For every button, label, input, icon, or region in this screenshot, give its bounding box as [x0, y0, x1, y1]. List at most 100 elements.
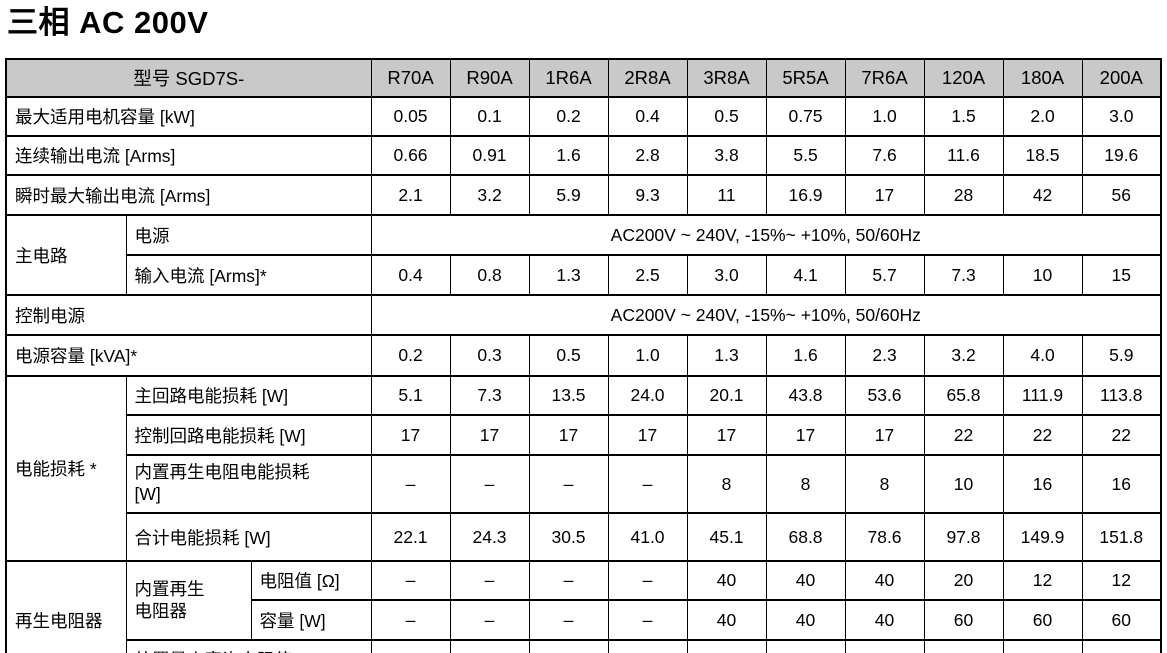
value-cell: – [607, 599, 688, 641]
value-cell: 0.5 [686, 96, 767, 137]
value-cell: 10 [923, 454, 1004, 514]
value-cell: 5.7 [844, 254, 925, 296]
value-cell: 68.8 [765, 512, 846, 562]
model-header-cell: 200A [1081, 58, 1162, 98]
model-header-cell: 180A [1002, 58, 1083, 98]
model-header-cell: 5R5A [765, 58, 846, 98]
value-cell: 3.2 [449, 174, 530, 216]
row-total-loss: 合计电能损耗 [W] 22.1 24.3 30.5 41.0 45.1 68.8 78.6 9… [6, 512, 1162, 562]
value-cell: 40 [844, 560, 925, 601]
value-cell: 17 [528, 414, 609, 456]
value-cell: 45.1 [686, 512, 767, 562]
value-cell: 40 [370, 639, 451, 653]
row-external-min-resistance: 外置最小容许电阻值 [Ω] 40404040404040201212 [6, 639, 1162, 653]
row-label-main-circuit-loss: 主回路电能损耗 [W] [125, 375, 372, 416]
value-cell: 2.8 [607, 135, 688, 176]
value-cell: 0.3 [449, 334, 530, 377]
value-cell: 1.0 [844, 96, 925, 137]
value-cell: 28 [923, 174, 1004, 216]
value-cell: 20 [923, 639, 1004, 653]
value-cell: 7.3 [449, 375, 530, 416]
value-cell: – [449, 454, 530, 514]
value-cell: 16.9 [765, 174, 846, 216]
row-label-resistance: 电阻值 [Ω] [250, 560, 372, 601]
value-cell: 40 [607, 639, 688, 653]
row-builtin-regen-loss: 内置再生电阻电能损耗 [W] – – – –8 8 8 10 16 16 [6, 454, 1162, 514]
value-cell: 20 [923, 560, 1004, 601]
value-cell: 22 [1002, 414, 1083, 456]
value-cell: 3.8 [686, 135, 767, 176]
value-cell: 40 [686, 560, 767, 601]
value-cell: 12 [1081, 639, 1162, 653]
value-cell: 60 [1002, 599, 1083, 641]
value-cell: 43.8 [765, 375, 846, 416]
row-regen-capacity: 容量 [W] – – – –40 40 40 60 60 60 [6, 599, 1162, 641]
value-cell: – [370, 454, 451, 514]
page-title: 三相 AC 200V [7, 5, 209, 40]
value-cell: 1.6 [528, 135, 609, 176]
value-cell: 17 [370, 414, 451, 456]
value-cell: – [528, 560, 609, 601]
value-cell: 22 [1081, 414, 1162, 456]
value-cell: – [607, 560, 688, 601]
value-cell: 60 [1081, 599, 1162, 641]
value-cell: 53.6 [844, 375, 925, 416]
value-cell: 3.2 [923, 334, 1004, 377]
row-label-total-loss: 合计电能损耗 [W] [125, 512, 372, 562]
value-cell: 5.5 [765, 135, 846, 176]
row-instant-max-current: 瞬时最大输出电流 [Arms] 2.1 3.2 5.9 9.3 11 16.9 17 28 42… [5, 174, 1162, 216]
value-cell: 149.9 [1002, 512, 1083, 562]
value-cell: 1.3 [686, 334, 767, 377]
value-cell: 24.3 [449, 512, 530, 562]
value-cell: 10 [1002, 254, 1083, 296]
value-cell: 30.5 [528, 512, 609, 562]
value-cell: 1.6 [765, 334, 846, 377]
value-cell: 40 [765, 560, 846, 601]
row-control-circuit-loss: 控制回路电能损耗 [W] 17 17 17 17 17 17 17 22 22 22 [6, 414, 1162, 456]
value-cell: – [370, 599, 451, 641]
value-cell: 40 [765, 639, 846, 653]
row-continuous-current: 连续输出电流 [Arms] 0.66 0.91 1.6 2.8 3.8 5.5 7.6 11.… [5, 135, 1162, 176]
row-label-power-capacity: 电源容量 [kVA]* [5, 334, 372, 377]
group-label-main-circuit: 主电路 [5, 214, 127, 296]
value-cell: 8 [686, 454, 767, 514]
row-label-regen-capacity: 容量 [W] [250, 599, 372, 641]
value-cell: 40 [686, 599, 767, 641]
group-label-regen-resistor: 再生电阻器 [5, 560, 127, 653]
value-cell: 3.0 [1081, 96, 1162, 137]
value-cell: 0.75 [765, 96, 846, 137]
value-cell: 0.1 [449, 96, 530, 137]
row-label-control-circuit-loss: 控制回路电能损耗 [W] [125, 414, 372, 456]
value-cell: – [528, 599, 609, 641]
power-supply-value: AC200V ~ 240V, -15%~ +10%, 50/60Hz [370, 214, 1162, 256]
value-cell: 3.0 [686, 254, 767, 296]
value-cell: 40 [528, 639, 609, 653]
model-header-cell: 120A [923, 58, 1004, 98]
value-cell: 17 [765, 414, 846, 456]
row-label-builtin-resistor: 内置再生 电阻器 [125, 560, 252, 641]
value-cell: 1.3 [528, 254, 609, 296]
value-cell: 22 [923, 414, 1004, 456]
value-cell: 17 [449, 414, 530, 456]
value-cell: 17 [686, 414, 767, 456]
value-cell: 0.05 [370, 96, 451, 137]
value-cell: 20.1 [686, 375, 767, 416]
value-cell: 13.5 [528, 375, 609, 416]
value-cell: – [528, 454, 609, 514]
table-header-row: 型号 SGD7S- R70A R90A 1R6A 2R8A 3R8A 5R5A 7R6A 12… [5, 58, 1162, 98]
value-cell: 4.1 [765, 254, 846, 296]
value-cell: 60 [923, 599, 1004, 641]
value-cell: 0.2 [528, 96, 609, 137]
row-label-continuous-current: 连续输出电流 [Arms] [5, 135, 372, 176]
value-cell: 0.4 [607, 96, 688, 137]
value-cell: 11.6 [923, 135, 1004, 176]
row-label-motor-capacity: 最大适用电机容量 [kW] [5, 96, 372, 137]
value-cell: 0.2 [370, 334, 451, 377]
value-cell: 5.9 [1081, 334, 1162, 377]
value-cell: 113.8 [1081, 375, 1162, 416]
value-cell: 9.3 [607, 174, 688, 216]
row-motor-capacity: 最大适用电机容量 [kW] 0.05 0.1 0.2 0.4 0.5 0.75 1.0 1.5… [5, 96, 1162, 137]
value-cell: 18.5 [1002, 135, 1083, 176]
value-cell: 2.0 [1002, 96, 1083, 137]
value-cell: 5.9 [528, 174, 609, 216]
